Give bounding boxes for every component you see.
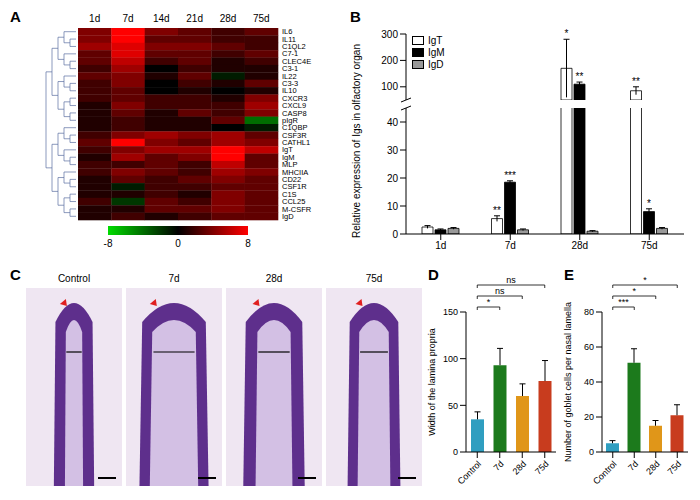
svg-text:20: 20	[584, 412, 594, 422]
html-text:C: C	[10, 266, 21, 283]
svg-text:100: 100	[381, 81, 398, 92]
html-text:IgD: IgD	[428, 58, 444, 70]
svg-text:CASP8: CASP8	[282, 108, 307, 118]
svg-text:***: ***	[504, 170, 516, 181]
html-text:D: D	[428, 266, 439, 283]
svg-text:0: 0	[589, 447, 594, 457]
svg-text:80: 80	[584, 307, 594, 317]
svg-text:CD22: CD22	[282, 175, 302, 184]
svg-text:7d: 7d	[122, 13, 133, 24]
svg-text:100: 100	[443, 354, 458, 364]
svg-text:CXCL9: CXCL9	[282, 101, 307, 111]
svg-text:8: 8	[245, 238, 251, 249]
svg-text:*: *	[565, 28, 569, 39]
svg-text:IgD: IgD	[282, 212, 294, 221]
html-text:A: A	[10, 8, 21, 25]
svg-text:50: 50	[448, 401, 458, 411]
svg-text:C3-1: C3-1	[282, 64, 299, 74]
svg-text:0: 0	[175, 238, 181, 249]
svg-text:**: **	[493, 205, 501, 216]
svg-text:28d: 28d	[220, 13, 237, 24]
svg-text:200: 200	[381, 55, 398, 66]
svg-text:10: 10	[387, 201, 399, 212]
svg-text:CLEC4E: CLEC4E	[282, 56, 312, 66]
svg-text:IL10: IL10	[282, 86, 297, 96]
svg-text:14d: 14d	[153, 13, 170, 24]
svg-text:28d: 28d	[266, 273, 283, 284]
svg-text:28d: 28d	[510, 459, 528, 477]
svg-text:75d: 75d	[366, 273, 383, 284]
svg-text:75d: 75d	[253, 13, 270, 24]
svg-text:7d: 7d	[626, 459, 640, 473]
svg-text:0: 0	[392, 229, 398, 240]
svg-text:30: 30	[387, 145, 399, 156]
svg-text:75d: 75d	[533, 459, 551, 477]
svg-text:C1S: C1S	[282, 189, 297, 199]
svg-text:Width of the lamina propria: Width of the lamina propria	[427, 328, 437, 436]
svg-text:*: *	[487, 297, 491, 307]
svg-text:CCL25: CCL25	[282, 197, 306, 207]
svg-text:Control: Control	[58, 273, 90, 284]
svg-text:IL22: IL22	[282, 71, 297, 81]
svg-text:Control: Control	[591, 459, 619, 487]
svg-text:20: 20	[387, 173, 399, 184]
svg-text:40: 40	[584, 377, 594, 387]
svg-text:21d: 21d	[186, 13, 203, 24]
svg-text:7d: 7d	[492, 459, 506, 473]
svg-text:7d: 7d	[168, 273, 179, 284]
svg-text:ns: ns	[506, 275, 516, 285]
svg-text:**: **	[632, 76, 640, 87]
svg-text:MHCIIA: MHCIIA	[282, 167, 309, 177]
svg-text:CSF3R: CSF3R	[282, 130, 307, 140]
svg-text:C7-1: C7-1	[282, 49, 299, 59]
svg-text:IgM: IgM	[282, 152, 295, 162]
html-text:E: E	[564, 266, 574, 283]
svg-text:75d: 75d	[665, 459, 683, 477]
svg-text:MLP: MLP	[282, 160, 298, 170]
svg-text:IL6: IL6	[282, 27, 293, 37]
svg-text:IgT: IgT	[282, 145, 293, 155]
svg-text:IL11: IL11	[282, 34, 296, 44]
svg-text:C1QBP: C1QBP	[282, 123, 308, 133]
svg-text:Number of goblet cells per nas: Number of goblet cells per nasal lamella	[563, 302, 573, 462]
svg-text:1d: 1d	[435, 240, 446, 251]
html-text:IgM: IgM	[428, 46, 445, 58]
svg-text:*: *	[632, 286, 636, 296]
svg-text:*: *	[643, 275, 647, 285]
svg-text:150: 150	[443, 307, 458, 317]
svg-text:CSF1R: CSF1R	[282, 182, 307, 192]
html-text:IgT: IgT	[428, 34, 443, 46]
svg-text:28d: 28d	[571, 240, 588, 251]
svg-text:0: 0	[453, 447, 458, 457]
svg-text:Control: Control	[456, 459, 484, 487]
svg-text:28d: 28d	[644, 459, 662, 477]
svg-text:pIgR: pIgR	[282, 115, 298, 125]
svg-text:300: 300	[381, 29, 398, 40]
svg-text:M-CSFR: M-CSFR	[282, 204, 312, 214]
svg-text:1d: 1d	[89, 13, 100, 24]
svg-text:Relative expression of Igs in: Relative expression of Igs in olfactory …	[351, 44, 362, 238]
svg-text:75d: 75d	[641, 240, 658, 251]
html-text:B: B	[350, 8, 361, 25]
svg-text:**: **	[576, 71, 584, 82]
svg-text:40: 40	[387, 117, 399, 128]
svg-text:-8: -8	[104, 238, 113, 249]
svg-text:CATHL1: CATHL1	[282, 138, 311, 148]
svg-text:CXCR3: CXCR3	[282, 93, 308, 103]
svg-text:C1QL2: C1QL2	[282, 42, 306, 52]
svg-text:ns: ns	[495, 286, 505, 296]
svg-text:60: 60	[584, 342, 594, 352]
svg-text:***: ***	[618, 297, 629, 307]
svg-text:*: *	[647, 198, 651, 209]
svg-text:C3-3: C3-3	[282, 79, 299, 88]
svg-text:7d: 7d	[505, 240, 516, 251]
